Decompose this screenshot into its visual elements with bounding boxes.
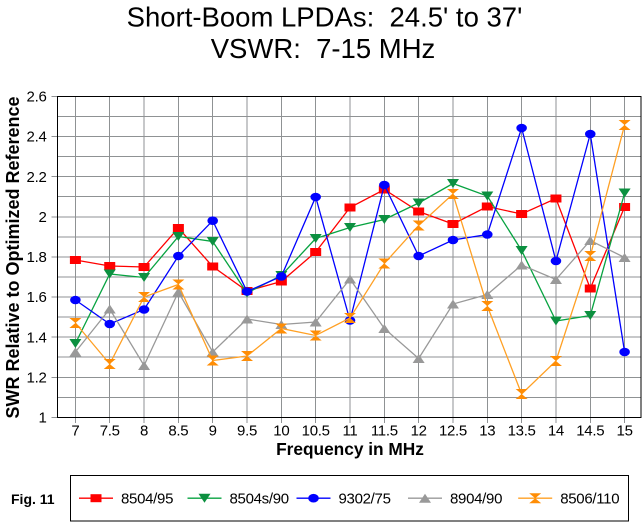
svg-text:1.8: 1.8	[27, 249, 47, 266]
svg-text:9: 9	[209, 423, 217, 440]
svg-text:8504/95: 8504/95	[121, 490, 173, 507]
svg-text:11.5: 11.5	[371, 423, 398, 440]
svg-text:9302/75: 9302/75	[339, 490, 391, 507]
svg-text:14.5: 14.5	[576, 423, 604, 440]
svg-text:2.2: 2.2	[27, 169, 47, 186]
svg-text:2: 2	[38, 209, 46, 226]
svg-text:8.5: 8.5	[168, 423, 188, 440]
svg-text:10: 10	[273, 423, 289, 440]
svg-text:1.6: 1.6	[27, 289, 47, 306]
svg-text:7: 7	[71, 423, 79, 440]
svg-text:Frequency in MHz: Frequency in MHz	[276, 439, 424, 459]
svg-text:2.6: 2.6	[27, 89, 47, 106]
svg-text:2.4: 2.4	[27, 129, 47, 146]
svg-text:Fig. 11: Fig. 11	[11, 491, 55, 507]
svg-text:8504s/90: 8504s/90	[230, 490, 289, 507]
svg-text:11: 11	[343, 423, 358, 440]
svg-text:12: 12	[411, 423, 427, 440]
svg-text:14: 14	[548, 423, 564, 440]
svg-text:1: 1	[38, 410, 46, 427]
svg-text:Short-Boom LPDAs: 24.5' to 37: Short-Boom LPDAs: 24.5' to 37'	[127, 2, 523, 33]
svg-text:9.5: 9.5	[237, 423, 257, 440]
svg-text:10.5: 10.5	[302, 423, 330, 440]
svg-text:15: 15	[617, 423, 633, 440]
svg-text:SWR Relative to Optimized Refe: SWR Relative to Optimized Reference	[3, 96, 23, 418]
svg-text:8: 8	[140, 423, 148, 440]
svg-text:8904/90: 8904/90	[450, 490, 502, 507]
svg-text:VSWR: 7-15 MHz: VSWR: 7-15 MHz	[211, 33, 436, 64]
svg-text:1.4: 1.4	[27, 329, 47, 346]
svg-text:7.5: 7.5	[100, 423, 120, 440]
svg-text:8506/110: 8506/110	[560, 490, 619, 507]
svg-text:13.5: 13.5	[508, 423, 536, 440]
svg-text:13: 13	[479, 423, 495, 440]
svg-text:12.5: 12.5	[439, 423, 467, 440]
svg-text:1.2: 1.2	[27, 369, 47, 386]
